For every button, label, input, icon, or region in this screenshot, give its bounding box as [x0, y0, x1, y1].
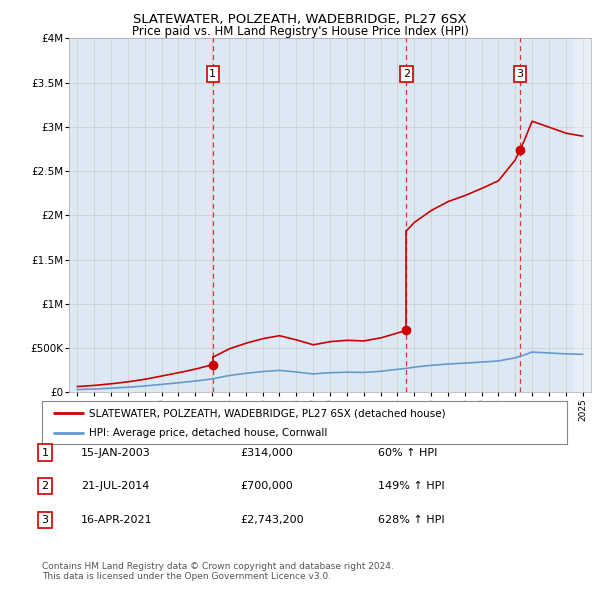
Text: 1: 1: [41, 448, 49, 457]
Text: 2: 2: [41, 481, 49, 491]
Text: 21-JUL-2014: 21-JUL-2014: [81, 481, 149, 491]
Text: 60% ↑ HPI: 60% ↑ HPI: [378, 448, 437, 457]
Text: SLATEWATER, POLZEATH, WADEBRIDGE, PL27 6SX: SLATEWATER, POLZEATH, WADEBRIDGE, PL27 6…: [133, 13, 467, 26]
Text: £314,000: £314,000: [240, 448, 293, 457]
Text: Contains HM Land Registry data © Crown copyright and database right 2024.
This d: Contains HM Land Registry data © Crown c…: [42, 562, 394, 581]
Text: 3: 3: [41, 515, 49, 525]
Bar: [574, 38, 599, 392]
Text: 16-APR-2021: 16-APR-2021: [81, 515, 152, 525]
Text: HPI: Average price, detached house, Cornwall: HPI: Average price, detached house, Corn…: [89, 428, 328, 438]
Text: £700,000: £700,000: [240, 481, 293, 491]
Text: 1: 1: [209, 69, 217, 78]
Text: Price paid vs. HM Land Registry's House Price Index (HPI): Price paid vs. HM Land Registry's House …: [131, 25, 469, 38]
Text: 149% ↑ HPI: 149% ↑ HPI: [378, 481, 445, 491]
Text: 2: 2: [403, 69, 410, 78]
Text: 15-JAN-2003: 15-JAN-2003: [81, 448, 151, 457]
Text: £2,743,200: £2,743,200: [240, 515, 304, 525]
Text: 628% ↑ HPI: 628% ↑ HPI: [378, 515, 445, 525]
Text: 3: 3: [517, 69, 524, 78]
Text: SLATEWATER, POLZEATH, WADEBRIDGE, PL27 6SX (detached house): SLATEWATER, POLZEATH, WADEBRIDGE, PL27 6…: [89, 408, 446, 418]
